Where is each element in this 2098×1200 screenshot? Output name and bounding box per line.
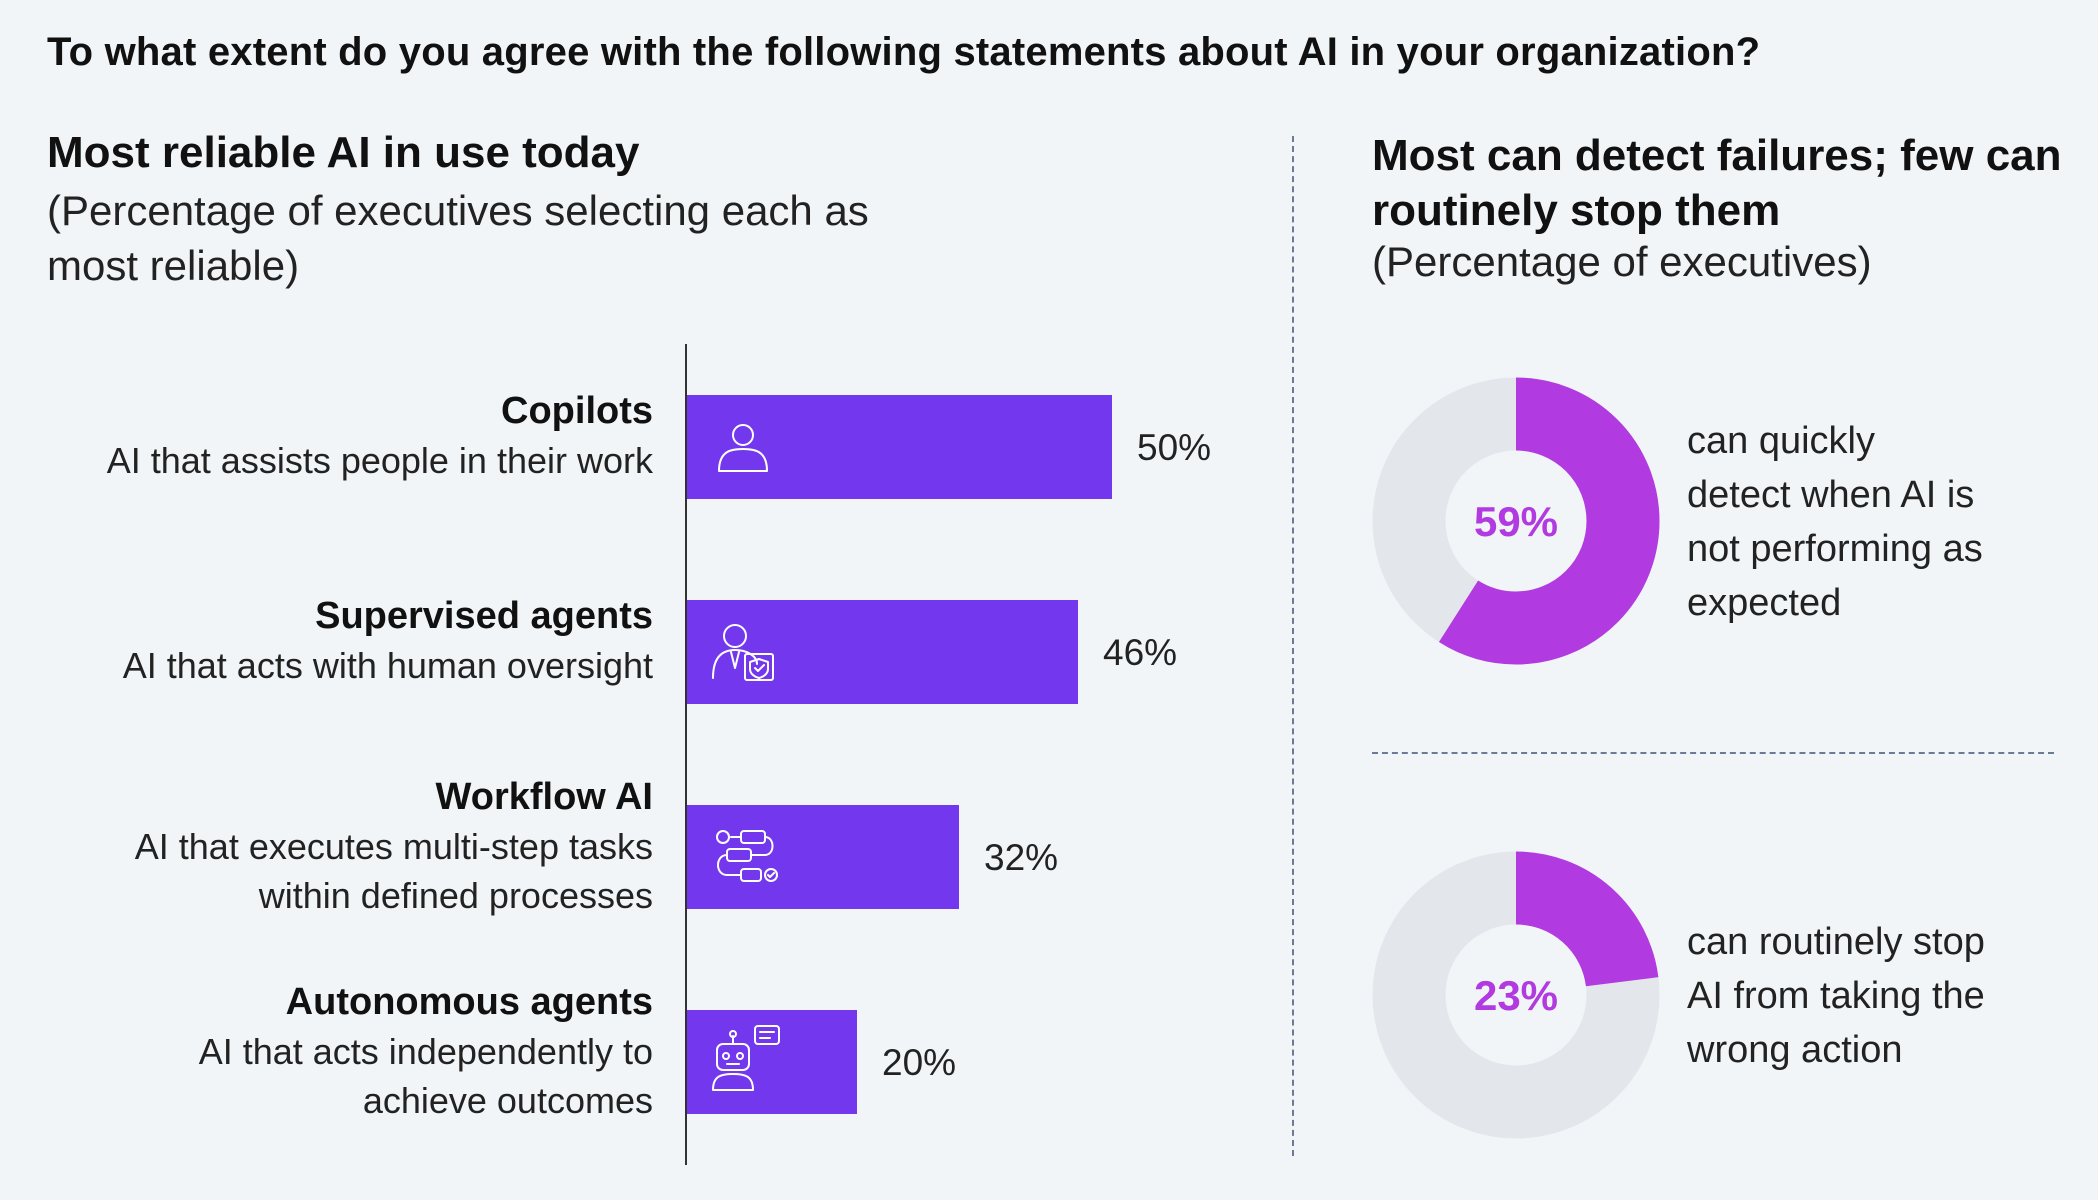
bar-value-label: 20% bbox=[882, 1042, 956, 1083]
donut-description: can routinely stop bbox=[1687, 921, 1985, 963]
category-label: Autonomous agents bbox=[286, 981, 653, 1023]
category-label: Workflow AI bbox=[436, 776, 653, 818]
category-label: Supervised agents bbox=[315, 595, 653, 637]
category-label: Copilots bbox=[501, 390, 653, 432]
robot-body bbox=[712, 1073, 754, 1091]
robot-antenna-tip bbox=[729, 1030, 737, 1038]
donut-description: can quickly bbox=[1687, 420, 1875, 462]
supervisor-head bbox=[723, 624, 747, 648]
flow-check bbox=[767, 872, 775, 878]
shield-check bbox=[754, 664, 765, 672]
donut-slice bbox=[1372, 851, 1660, 1139]
supervisor-shield-icon bbox=[712, 624, 774, 681]
workflow-icon bbox=[716, 830, 778, 882]
gear bbox=[716, 830, 730, 844]
robot-icon bbox=[712, 1025, 780, 1091]
category-description: AI that acts with human oversight bbox=[123, 645, 653, 686]
donut-description: wrong action bbox=[1686, 1029, 1902, 1071]
donut-slice bbox=[1372, 377, 1660, 665]
robot-eye-left bbox=[722, 1052, 730, 1060]
donut-chart-title: Most can detect failures; few can routin… bbox=[1372, 131, 2062, 235]
robot-eye-right bbox=[736, 1052, 744, 1060]
category-description: achieve outcomes bbox=[363, 1080, 653, 1121]
bar bbox=[687, 1010, 857, 1114]
supervisor-body bbox=[712, 649, 758, 679]
robot-speech-lines bbox=[759, 1031, 775, 1039]
bar-value-label: 46% bbox=[1103, 632, 1177, 673]
donut-description: AI from taking the bbox=[1687, 975, 1985, 1017]
category-description: AI that acts independently to bbox=[199, 1031, 653, 1072]
donut-percent-label: 23% bbox=[1474, 972, 1558, 1019]
person-body bbox=[718, 448, 768, 472]
shield-frame bbox=[744, 653, 774, 681]
flow-curve-2 bbox=[717, 854, 742, 876]
main-title: To what extent do you agree with the fol… bbox=[47, 30, 1761, 74]
robot-head bbox=[716, 1043, 750, 1071]
supervisor-tie bbox=[730, 651, 740, 669]
flow-check-circle bbox=[764, 868, 778, 882]
person-icon bbox=[718, 424, 768, 472]
category-description: AI that assists people in their work bbox=[107, 440, 654, 481]
donut-percent-label: 59% bbox=[1474, 498, 1558, 545]
bar bbox=[687, 805, 959, 909]
category-description: within defined processes bbox=[258, 875, 653, 916]
donut-description: expected bbox=[1687, 582, 1841, 624]
bar bbox=[687, 395, 1112, 499]
robot-speech-bubble bbox=[754, 1025, 780, 1045]
vertical-divider bbox=[1292, 136, 1294, 1156]
bar bbox=[687, 600, 1078, 704]
donut-chart-subtitle: (Percentage of executives) bbox=[1372, 238, 1872, 285]
bar-chart-subtitle: (Percentage of executives selecting each… bbox=[47, 187, 869, 289]
donut-description: not performing as bbox=[1687, 528, 1983, 570]
flow-box-3 bbox=[740, 868, 762, 882]
bar-value-label: 32% bbox=[984, 837, 1058, 878]
donut-description: detect when AI is bbox=[1687, 474, 1974, 516]
shield-shape bbox=[749, 658, 769, 679]
flow-curve bbox=[750, 836, 774, 856]
category-description: AI that executes multi-step tasks bbox=[135, 826, 653, 867]
horizontal-divider bbox=[1372, 752, 2054, 754]
person-head bbox=[732, 424, 754, 446]
bar-chart-title: Most reliable AI in use today bbox=[47, 128, 640, 177]
bar-value-label: 50% bbox=[1137, 427, 1211, 468]
